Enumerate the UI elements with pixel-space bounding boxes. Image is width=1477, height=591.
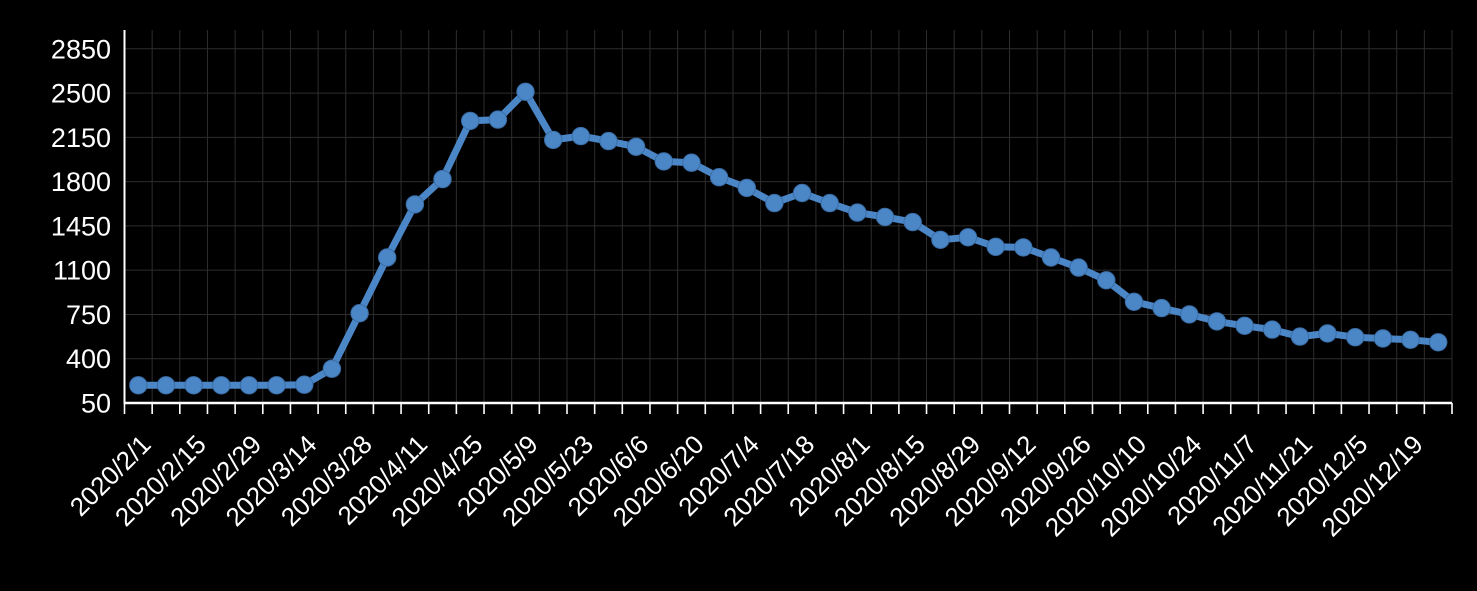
data-point — [1235, 316, 1254, 335]
x-axis-ticks — [123, 403, 1453, 414]
data-point — [295, 375, 314, 394]
data-series — [129, 82, 1448, 395]
data-point — [1014, 238, 1033, 257]
data-point — [1263, 320, 1282, 339]
y-axis-label: 2150 — [51, 123, 111, 153]
data-point — [129, 376, 148, 395]
data-point — [820, 193, 839, 213]
data-point — [931, 230, 950, 250]
data-point — [461, 111, 480, 131]
data-point — [682, 153, 701, 172]
data-point — [709, 168, 729, 187]
y-axis-label: 750 — [66, 300, 111, 330]
data-point — [267, 376, 286, 395]
y-axis-labels: 50 400 750 1100 1450 1800 2150 2500 2850 — [51, 34, 111, 418]
data-point — [958, 228, 978, 247]
data-point — [184, 376, 203, 395]
data-point — [875, 207, 895, 227]
data-point — [1346, 328, 1365, 347]
data-point — [350, 304, 369, 323]
data-point — [156, 376, 176, 395]
vertical-gridlines — [124, 30, 1453, 403]
data-point — [599, 131, 618, 151]
y-axis-label: 1800 — [51, 167, 111, 197]
data-point — [1318, 324, 1337, 343]
data-point — [1097, 271, 1116, 290]
data-point — [1429, 333, 1448, 352]
data-point — [1152, 298, 1171, 318]
data-point — [1373, 329, 1393, 348]
data-point — [1069, 258, 1088, 277]
data-point — [737, 178, 756, 198]
y-axis-label: 50 — [81, 389, 111, 419]
data-point — [1290, 327, 1310, 346]
data-point — [544, 130, 563, 150]
data-point — [986, 237, 1005, 257]
data-point — [322, 359, 342, 378]
data-point — [792, 183, 812, 203]
data-point — [405, 195, 425, 214]
data-point — [516, 82, 535, 102]
data-point — [212, 376, 231, 395]
data-point — [1180, 305, 1199, 324]
data-point — [1124, 292, 1144, 311]
data-point — [433, 169, 452, 189]
data-point — [654, 152, 673, 171]
data-point — [765, 193, 784, 213]
data-point — [626, 137, 646, 157]
data-point — [903, 212, 922, 232]
data-point — [1041, 248, 1061, 267]
y-axis-label: 1450 — [51, 211, 111, 241]
data-point — [848, 203, 867, 222]
data-point — [239, 376, 259, 395]
data-point — [488, 110, 508, 129]
y-axis-label: 1100 — [53, 256, 111, 286]
data-point — [571, 126, 590, 146]
data-point — [1401, 330, 1420, 349]
data-point — [1207, 312, 1227, 331]
y-axis-label: 2850 — [51, 34, 111, 64]
y-axis-label: 2500 — [51, 79, 111, 109]
data-point — [378, 248, 397, 267]
y-axis-label: 400 — [66, 344, 111, 374]
